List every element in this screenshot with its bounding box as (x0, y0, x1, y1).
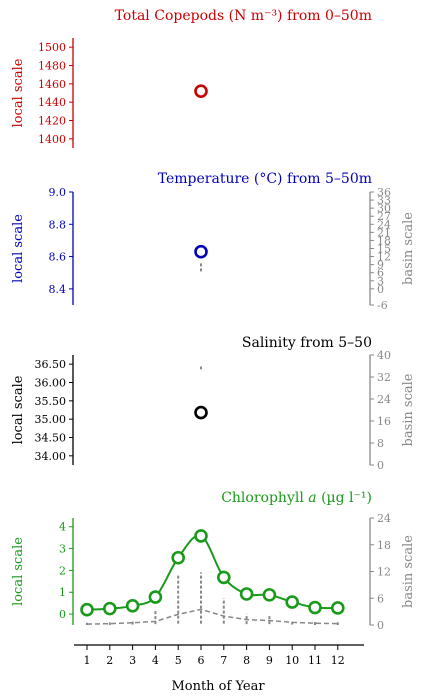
basin-mean-line (86, 608, 338, 625)
panel-3: Salinity from 5–50 34.00 34.50 35.00 35.50 36… (11, 335, 416, 472)
right-tick-label: 33 (377, 194, 391, 207)
left-axis-title: local scale (11, 58, 26, 127)
data-point (194, 529, 208, 543)
x-tick-label: 10 (285, 654, 299, 667)
x-axis-title: Month of Year (171, 679, 265, 694)
left-tick-label: 34.50 (35, 432, 67, 445)
x-tick-label: 7 (220, 654, 227, 667)
data-point (262, 588, 277, 602)
left-tick-label: 1400 (38, 133, 66, 146)
x-tick-label: 3 (129, 654, 136, 667)
x-tick-label: 6 (198, 654, 205, 667)
data-point (194, 244, 208, 259)
left-tick-label: 8.8 (49, 218, 67, 231)
right-tick-label: 27 (377, 210, 391, 223)
right-tick-label: 21 (377, 226, 391, 239)
right-tick-label: 0 (377, 283, 384, 296)
data-point (125, 598, 140, 613)
left-tick-label: 34.00 (35, 450, 67, 463)
right-tick-label: 18 (377, 539, 391, 552)
x-tick-label: 4 (152, 654, 159, 667)
right-tick-label: 24 (377, 218, 391, 231)
left-tick-label: 3 (59, 543, 66, 556)
right-tick-label: 32 (377, 371, 391, 384)
panel-title: Temperature (°C) from 5–50m (158, 171, 372, 187)
data-point (194, 405, 208, 420)
x-tick-label: 1 (84, 654, 91, 667)
x-tick-label: 5 (175, 654, 182, 667)
data-point (103, 601, 117, 616)
data-point (80, 602, 94, 617)
right-tick-label: 3 (377, 275, 384, 288)
left-tick-label: 1500 (38, 41, 66, 54)
left-tick-label: 1480 (38, 60, 66, 73)
data-point (285, 595, 300, 609)
panel-title: Chlorophyll a (µg l⁻¹) (221, 490, 372, 506)
left-tick-label: 9.0 (49, 186, 67, 199)
data-point (171, 550, 185, 565)
right-tick-label: 9 (377, 259, 384, 272)
left-tick-label: 1460 (38, 78, 66, 91)
data-point (194, 84, 208, 98)
right-tick-label: 0 (377, 459, 384, 472)
left-tick-label: 35.00 (35, 413, 67, 426)
left-tick-label: 1420 (38, 115, 66, 128)
x-tick-label: 2 (106, 654, 113, 667)
right-tick-label: 24 (377, 393, 391, 406)
data-point (239, 587, 254, 601)
right-tick-label: 16 (377, 415, 391, 428)
data-point (217, 570, 231, 585)
panel-title: Salinity from 5–50 (242, 335, 372, 351)
left-tick-label: 2 (59, 564, 66, 577)
right-tick-label: 6 (377, 592, 384, 605)
panel-2: Temperature (°C) from 5–50m 8.4 8.6 8.8 9.0 l… (11, 171, 416, 312)
left-axis-title: local scale (11, 537, 26, 606)
right-axis-title: basin scale (401, 212, 416, 285)
left-tick-label: 35.50 (35, 395, 67, 408)
left-tick-label: 0 (59, 608, 66, 621)
left-tick-label: 36.50 (35, 358, 67, 371)
left-tick-label: 36.00 (35, 377, 67, 390)
x-tick-label: 8 (243, 654, 250, 667)
x-tick-label: 11 (308, 654, 322, 667)
left-tick-label: 8.4 (49, 283, 67, 296)
left-tick-label: 8.6 (49, 251, 67, 264)
right-tick-label: 0 (377, 619, 384, 632)
panel-title: Total Copepods (N m⁻³) from 0–50m (115, 8, 372, 24)
left-axis-title: local scale (11, 214, 26, 283)
right-axis-title: basin scale (401, 535, 416, 608)
data-point (308, 600, 322, 615)
left-tick-label: 1440 (38, 96, 66, 109)
right-tick-label: 15 (377, 243, 391, 256)
data-point (148, 590, 163, 604)
x-tick-label: 12 (331, 654, 345, 667)
right-tick-label: -6 (377, 299, 388, 312)
right-tick-label: 8 (377, 437, 384, 450)
left-tick-label: 4 (59, 521, 66, 534)
x-tick-label: 9 (266, 654, 273, 667)
right-tick-label: 12 (377, 566, 391, 579)
right-tick-label: 30 (377, 202, 391, 215)
right-tick-label: 12 (377, 251, 391, 264)
right-tick-label: 6 (377, 267, 384, 280)
right-tick-label: 36 (377, 186, 391, 199)
local-series-line (86, 534, 338, 611)
left-axis-title: local scale (11, 375, 26, 444)
data-point (330, 601, 345, 615)
right-axis-title: basin scale (401, 373, 416, 446)
left-tick-label: 1 (59, 586, 66, 599)
right-tick-label: 24 (377, 512, 391, 525)
panel-1: Total Copepods (N m⁻³) from 0–50m 1400 142… (11, 8, 372, 148)
right-tick-label: 18 (377, 234, 391, 247)
right-tick-label: 40 (377, 349, 391, 362)
